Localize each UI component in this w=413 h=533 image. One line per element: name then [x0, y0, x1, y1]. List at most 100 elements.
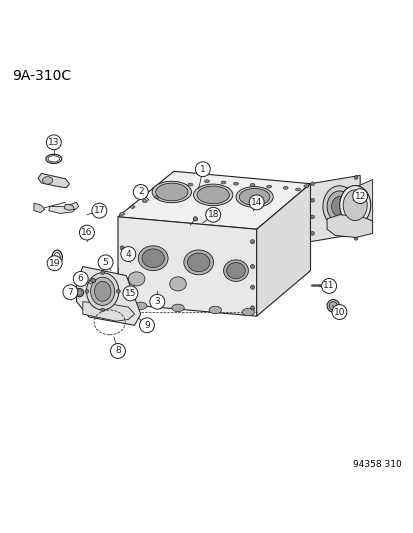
Circle shape: [331, 304, 346, 319]
Ellipse shape: [310, 215, 314, 219]
Ellipse shape: [193, 217, 197, 221]
Ellipse shape: [326, 191, 351, 222]
Text: 19: 19: [49, 259, 60, 268]
Text: 9A-310C: 9A-310C: [12, 69, 71, 83]
Ellipse shape: [120, 293, 124, 297]
Ellipse shape: [154, 196, 159, 198]
Polygon shape: [38, 173, 69, 188]
Ellipse shape: [282, 187, 287, 189]
Ellipse shape: [353, 176, 357, 179]
Ellipse shape: [120, 275, 124, 279]
Text: 1: 1: [199, 165, 205, 174]
Ellipse shape: [339, 185, 370, 225]
Circle shape: [63, 285, 78, 300]
Ellipse shape: [221, 181, 225, 184]
Circle shape: [205, 207, 220, 222]
Ellipse shape: [138, 246, 168, 271]
Circle shape: [123, 286, 138, 301]
Ellipse shape: [226, 263, 244, 279]
Circle shape: [73, 271, 88, 286]
Ellipse shape: [128, 272, 145, 286]
Circle shape: [46, 135, 61, 150]
Polygon shape: [76, 266, 140, 325]
Ellipse shape: [310, 182, 314, 185]
Text: 9: 9: [144, 321, 150, 330]
Text: 11: 11: [323, 281, 334, 290]
Ellipse shape: [197, 186, 229, 204]
Ellipse shape: [242, 308, 254, 316]
Ellipse shape: [303, 185, 308, 188]
Circle shape: [249, 195, 263, 210]
Polygon shape: [34, 203, 45, 213]
Text: 17: 17: [93, 206, 105, 215]
Circle shape: [133, 184, 148, 199]
Ellipse shape: [353, 223, 357, 227]
Circle shape: [121, 247, 135, 262]
Ellipse shape: [46, 155, 62, 164]
Text: 7: 7: [67, 288, 73, 297]
Ellipse shape: [116, 289, 120, 293]
Text: 18: 18: [207, 210, 218, 219]
Ellipse shape: [250, 285, 254, 289]
Ellipse shape: [142, 249, 164, 268]
Ellipse shape: [152, 181, 191, 203]
Ellipse shape: [94, 281, 111, 301]
Ellipse shape: [223, 260, 248, 281]
Polygon shape: [256, 184, 310, 316]
Ellipse shape: [310, 198, 314, 202]
Ellipse shape: [183, 250, 213, 275]
Ellipse shape: [250, 264, 254, 269]
Ellipse shape: [86, 273, 119, 310]
Text: 8: 8: [115, 346, 121, 356]
Ellipse shape: [209, 306, 221, 314]
Ellipse shape: [250, 306, 254, 310]
Circle shape: [150, 294, 164, 309]
Ellipse shape: [328, 302, 337, 310]
Ellipse shape: [295, 188, 300, 191]
Ellipse shape: [54, 253, 60, 262]
Ellipse shape: [310, 231, 314, 235]
Polygon shape: [310, 175, 359, 241]
Ellipse shape: [353, 190, 357, 194]
Ellipse shape: [43, 176, 53, 184]
Polygon shape: [326, 215, 372, 238]
Circle shape: [92, 203, 107, 218]
Ellipse shape: [235, 187, 273, 207]
Ellipse shape: [171, 304, 184, 312]
Ellipse shape: [322, 186, 355, 227]
Ellipse shape: [120, 246, 124, 250]
Ellipse shape: [328, 284, 332, 287]
Ellipse shape: [48, 156, 59, 162]
Polygon shape: [353, 180, 372, 234]
Text: 2: 2: [138, 188, 143, 197]
Ellipse shape: [134, 302, 147, 310]
Circle shape: [139, 318, 154, 333]
Circle shape: [79, 225, 94, 240]
Ellipse shape: [100, 308, 104, 312]
Circle shape: [47, 256, 62, 271]
Circle shape: [195, 161, 210, 176]
Circle shape: [321, 279, 336, 293]
Polygon shape: [83, 302, 134, 321]
Ellipse shape: [331, 197, 347, 216]
Ellipse shape: [233, 182, 238, 185]
Ellipse shape: [204, 180, 209, 183]
Ellipse shape: [266, 185, 271, 188]
Ellipse shape: [353, 237, 357, 240]
Text: 16: 16: [81, 228, 93, 237]
Ellipse shape: [188, 183, 192, 186]
Ellipse shape: [85, 289, 88, 293]
Ellipse shape: [239, 189, 269, 205]
Text: 14: 14: [250, 198, 262, 207]
Ellipse shape: [353, 207, 357, 211]
Ellipse shape: [119, 213, 124, 215]
Ellipse shape: [90, 279, 95, 282]
Text: 94358 310: 94358 310: [352, 459, 401, 469]
Circle shape: [98, 255, 113, 270]
Polygon shape: [118, 171, 310, 229]
Text: 5: 5: [102, 258, 108, 267]
Ellipse shape: [52, 250, 62, 265]
Ellipse shape: [75, 288, 83, 297]
Ellipse shape: [249, 183, 254, 187]
Text: 3: 3: [154, 297, 160, 306]
